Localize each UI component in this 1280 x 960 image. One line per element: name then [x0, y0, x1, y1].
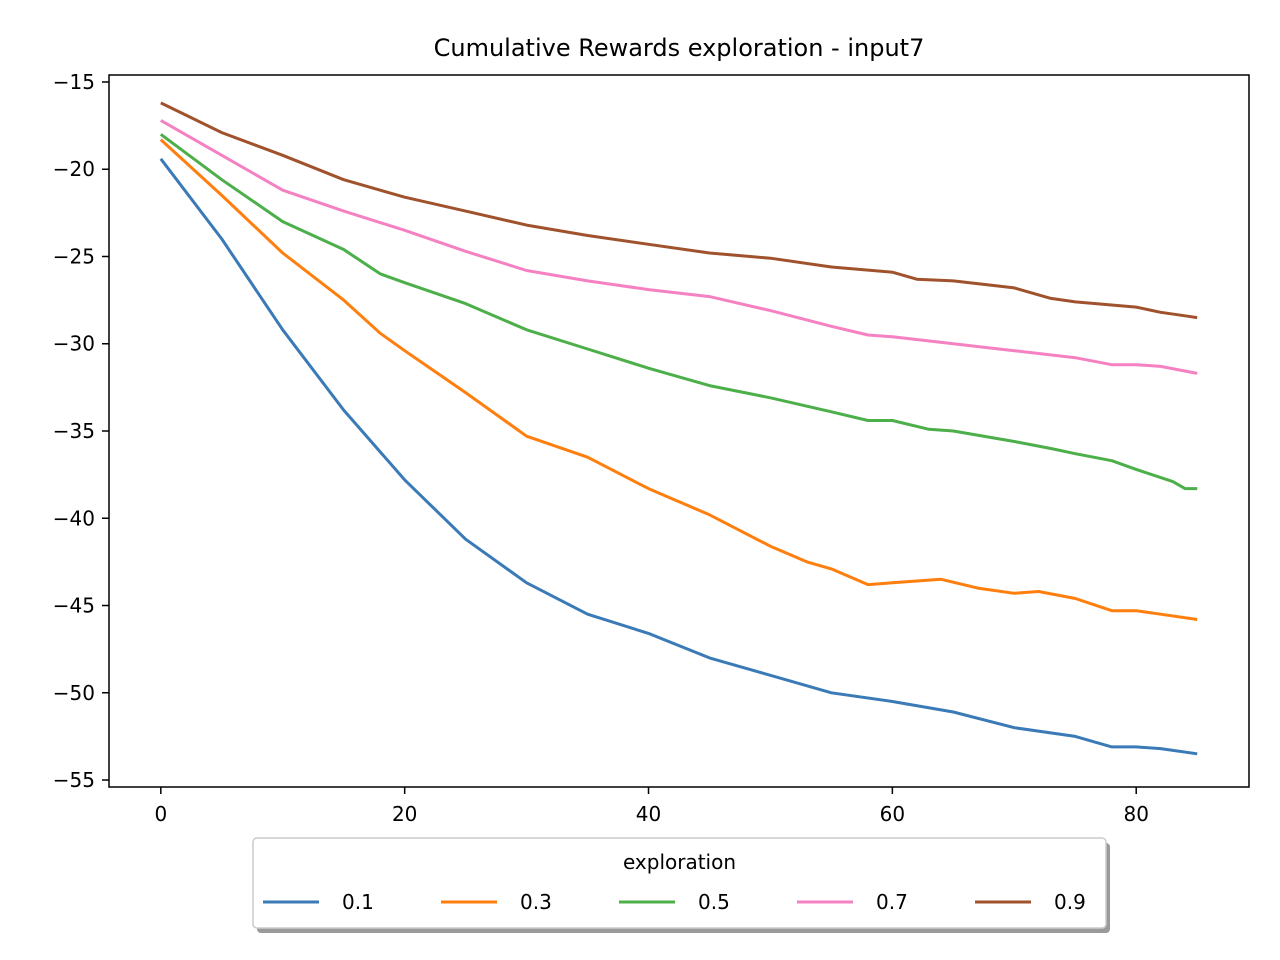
legend-label-0-3: 0.3: [520, 890, 552, 914]
plot-area: 0 20 40 60 80 −15 −20 −25 −30 −35 −40 −45 −50 −55: [53, 70, 1250, 826]
legend-label-0-9: 0.9: [1054, 890, 1086, 914]
y-tick-label: −35: [53, 419, 95, 443]
x-tick-label: 0: [154, 802, 167, 826]
series-lines: [159, 101, 1198, 756]
legend-label-0-1: 0.1: [342, 890, 374, 914]
series-line-0-9: [160, 101, 1198, 320]
legend: exploration 0.1 0.3 0.5 0.7 0.9: [252, 837, 1110, 933]
y-tick-label: −20: [53, 157, 95, 181]
chart-title: Cumulative Rewards exploration - input7: [434, 34, 925, 62]
series-line-0-3: [159, 138, 1198, 621]
y-tick-label: −40: [53, 506, 95, 530]
legend-label-0-5: 0.5: [698, 890, 730, 914]
legend-box: [252, 837, 1107, 929]
legend-label-0-7: 0.7: [876, 890, 908, 914]
x-tick-label: 40: [636, 802, 661, 826]
y-tick-label: −45: [53, 594, 95, 618]
y-tick-label: −55: [53, 768, 95, 792]
y-tick-label: −25: [53, 244, 95, 268]
series-line-0-1: [159, 157, 1198, 756]
x-tick-label: 60: [880, 802, 905, 826]
y-tick-label: −50: [53, 681, 95, 705]
series-line-0-7: [160, 119, 1198, 375]
legend-title: exploration: [623, 850, 736, 874]
y-tick-label: −30: [53, 332, 95, 356]
y-tick-label: −15: [53, 70, 95, 94]
x-tick-label: 80: [1123, 802, 1148, 826]
series-line-0-5: [159, 133, 1198, 491]
x-tick-label: 20: [392, 802, 417, 826]
